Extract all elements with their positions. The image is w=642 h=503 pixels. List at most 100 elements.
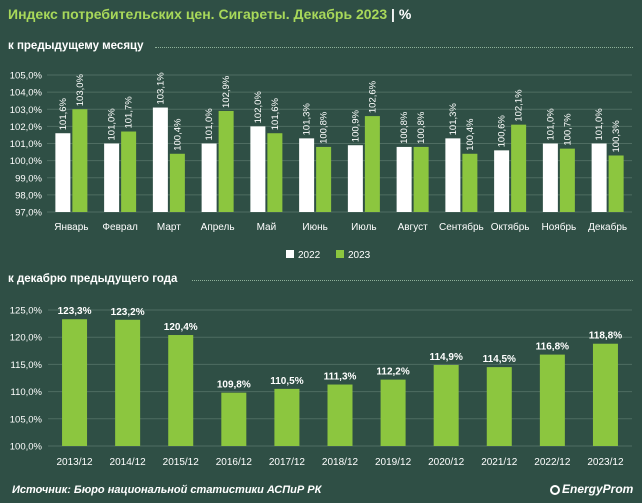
data-label-2023: 100,8% bbox=[416, 111, 427, 144]
data-label-2023: 101,7% bbox=[124, 96, 135, 129]
y-tick-label: 102,0% bbox=[10, 122, 43, 133]
data-label: 110,5% bbox=[270, 376, 303, 387]
x-tick-label: Январь bbox=[54, 222, 88, 233]
x-tick-label: 2016/12 bbox=[216, 457, 253, 468]
x-tick-label: Май bbox=[257, 222, 277, 233]
bar-2022 bbox=[396, 146, 412, 212]
bar-2022 bbox=[201, 143, 217, 212]
bar-2023 bbox=[559, 148, 575, 212]
bar-2023 bbox=[72, 109, 88, 212]
x-tick-label: 2023/12 bbox=[587, 457, 624, 468]
data-label-2022: 101,0% bbox=[107, 108, 118, 141]
data-label-2022: 101,0% bbox=[204, 108, 215, 141]
x-tick-label: Сентябрь bbox=[439, 221, 484, 233]
y-tick-label: 99,0% bbox=[15, 173, 42, 184]
legend-label-2023: 2023 bbox=[348, 250, 371, 261]
y-tick-label: 110,0% bbox=[10, 387, 42, 398]
bar-2023 bbox=[413, 146, 429, 212]
data-label: 123,3% bbox=[58, 306, 92, 317]
bar-2022 bbox=[542, 143, 558, 212]
chart-title-main: Индекс потребительских цен. Сигареты. Де… bbox=[8, 6, 388, 22]
bar-2023 bbox=[364, 116, 380, 212]
bar bbox=[433, 364, 459, 446]
section-divider-monthly bbox=[155, 47, 633, 48]
data-label: 120,4% bbox=[164, 322, 198, 333]
bar bbox=[592, 343, 618, 446]
y-tick-label: 100,0% bbox=[10, 156, 43, 167]
data-label: 111,3% bbox=[324, 372, 357, 383]
x-tick-label: Июль bbox=[351, 222, 377, 233]
bar bbox=[62, 319, 88, 446]
data-label: 112,2% bbox=[376, 367, 409, 378]
chart-title: Индекс потребительских цен. Сигареты. Де… bbox=[8, 6, 411, 22]
x-tick-label: 2022/12 bbox=[534, 457, 571, 468]
data-label-2023: 101,6% bbox=[270, 97, 281, 130]
bar-2023 bbox=[462, 153, 478, 212]
y-tick-label: 98,0% bbox=[15, 190, 42, 201]
x-tick-label: 2018/12 bbox=[322, 457, 359, 468]
data-label-2022: 100,8% bbox=[399, 111, 410, 144]
x-tick-label: Июнь bbox=[302, 222, 327, 233]
data-label-2023: 100,4% bbox=[172, 118, 183, 151]
bar-2022 bbox=[250, 126, 266, 212]
data-label-2022: 101,0% bbox=[594, 108, 605, 141]
bar-2022 bbox=[299, 138, 315, 212]
legend-swatch-2022 bbox=[286, 250, 294, 258]
bar-2023 bbox=[608, 155, 624, 212]
legend-label-2022: 2022 bbox=[298, 250, 321, 261]
monthly-chart: 97,0% 98,0% 99,0% 100,0% 101,0% 102,0% 103,0% 1… bbox=[10, 71, 632, 261]
bar-2023 bbox=[267, 133, 283, 212]
data-label-2023: 102,9% bbox=[221, 75, 232, 108]
data-label: 123,2% bbox=[111, 307, 145, 318]
yearly-chart: 100,0% 105,0% 110,0% 115,0% 120,0% 125,0% 123,… bbox=[10, 306, 632, 468]
energyprom-logo: EnergyProm bbox=[550, 482, 633, 496]
bar bbox=[221, 392, 247, 446]
data-label: 109,8% bbox=[217, 380, 251, 391]
bar bbox=[274, 388, 300, 446]
data-label-2023: 100,4% bbox=[465, 118, 476, 151]
y-tick-label: 104,0% bbox=[10, 88, 43, 99]
x-tick-label: 2020/12 bbox=[428, 457, 465, 468]
y-tick-label: 125,0% bbox=[10, 306, 43, 317]
x-tick-label: 2021/12 bbox=[481, 457, 518, 468]
y-tick-label: 105,0% bbox=[10, 71, 43, 82]
bar-2023 bbox=[511, 124, 527, 212]
bar bbox=[327, 384, 353, 446]
bar-2023 bbox=[169, 153, 185, 212]
data-label-2023: 103,0% bbox=[75, 73, 86, 106]
bar-2023 bbox=[121, 131, 137, 212]
y-tick-label: 100,0% bbox=[10, 442, 43, 453]
bar-2022 bbox=[152, 107, 168, 212]
bar-2022 bbox=[445, 138, 461, 212]
bar-2022 bbox=[494, 150, 510, 212]
title-separator: | bbox=[391, 6, 395, 22]
logo-mark-icon bbox=[550, 485, 560, 495]
data-label-2023: 102,1% bbox=[514, 89, 525, 122]
bar bbox=[486, 367, 512, 446]
x-tick-label: Октябрь bbox=[491, 221, 530, 233]
section-divider-yearly bbox=[192, 280, 633, 281]
x-tick-label: Апрель bbox=[201, 222, 235, 233]
data-label-2023: 102,6% bbox=[367, 80, 378, 113]
bar-2022 bbox=[55, 133, 71, 212]
data-label-2022: 102,0% bbox=[253, 91, 264, 124]
y-tick-label: 120,0% bbox=[10, 333, 43, 344]
data-label-2022: 100,6% bbox=[497, 115, 508, 148]
bar bbox=[115, 319, 141, 446]
data-label: 118,8% bbox=[589, 331, 622, 342]
data-label-2022: 103,1% bbox=[155, 72, 166, 105]
section-title-monthly: к предыдущему месяцу bbox=[8, 40, 144, 52]
title-unit: % bbox=[398, 6, 412, 22]
x-tick-label: 2019/12 bbox=[375, 457, 412, 468]
data-label: 114,9% bbox=[429, 352, 462, 363]
data-label: 114,5% bbox=[483, 354, 516, 365]
x-tick-label: Август bbox=[398, 222, 429, 233]
bar bbox=[539, 354, 565, 446]
x-tick-label: Декабрь bbox=[588, 221, 627, 233]
data-label-2023: 100,7% bbox=[562, 113, 573, 146]
y-tick-label: 115,0% bbox=[10, 360, 42, 371]
data-label-2022: 101,3% bbox=[448, 103, 459, 136]
bar-2022 bbox=[591, 143, 607, 212]
data-label-2023: 100,8% bbox=[319, 111, 330, 144]
